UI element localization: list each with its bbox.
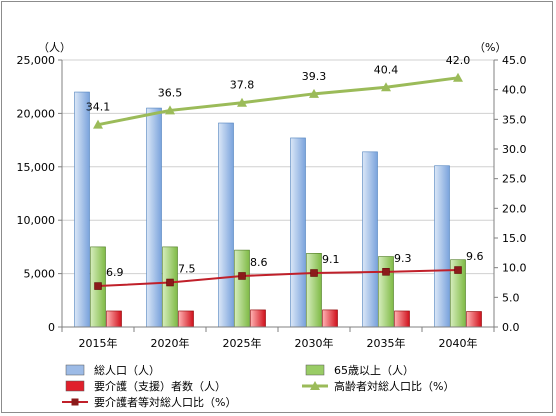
legend-item: 要介護者等対総人口比（%）	[62, 394, 236, 410]
right-tick-label: 20.0	[502, 202, 527, 215]
right-tick-label: 5.0	[502, 291, 520, 304]
legend-label: 高齢者対総人口比（%）	[334, 380, 455, 393]
elderly-ratio-data-label: 37.8	[230, 79, 255, 92]
care-ratio-marker	[94, 282, 102, 290]
x-tick-label: 2025年	[223, 336, 262, 350]
bar-age-65-plus	[306, 253, 322, 328]
bar-age-65-plus	[378, 256, 394, 328]
bar-total-population	[434, 165, 450, 328]
axes-layer: 0 5,000 10,000 15,000 20,000 25,000 0.0 5.0 10.0…	[17, 54, 527, 350]
bar-total-population	[290, 137, 306, 328]
legend-label: 65歳以上（人）	[334, 364, 414, 377]
bar-age-65-plus	[234, 249, 250, 328]
care-ratio-marker	[382, 268, 390, 276]
left-axis-unit-label: （人）	[38, 41, 71, 54]
bar-care-recipients	[394, 310, 410, 328]
right-tick-label: 10.0	[502, 262, 527, 275]
x-tick-label: 2040年	[439, 336, 478, 350]
care-ratio-data-label: 7.5	[178, 263, 196, 276]
legend-swatch	[305, 364, 325, 376]
labels-layer: 34.1 36.5 37.8 39.3 40.4 42.0 6.9 7.5 8.6 9.1 9.3 9…	[86, 54, 484, 279]
elderly-ratio-data-label: 34.1	[86, 101, 111, 114]
x-tick-label: 2015年	[79, 336, 118, 350]
elderly-ratio-data-label: 39.3	[302, 70, 327, 83]
elderly-ratio-marker	[93, 119, 103, 129]
x-tick-label: 2030年	[295, 336, 334, 350]
legend-swatch	[62, 398, 88, 406]
legend-swatch	[65, 380, 85, 392]
right-tick-label: 0.0	[502, 321, 520, 334]
care-ratio-marker	[238, 272, 246, 280]
elderly-ratio-marker	[309, 88, 319, 98]
care-ratio-marker	[166, 278, 174, 287]
grid-layer	[62, 59, 494, 328]
right-tick-label: 15.0	[502, 232, 527, 245]
right-tick-label: 45.0	[502, 54, 527, 67]
bar-total-population	[218, 122, 234, 328]
care-ratio-data-label: 6.9	[106, 266, 124, 279]
care-ratio-data-label: 8.6	[250, 256, 268, 269]
care-ratio-marker	[454, 266, 462, 274]
care-ratio-data-label: 9.6	[466, 250, 484, 263]
legend: 総人口（人） 65歳以上（人） 要介護（支援）者数（人） 高齢者対総人口比（%） 要介護…	[62, 362, 542, 410]
elderly-ratio-marker	[381, 82, 391, 92]
lines-layer	[93, 72, 463, 290]
left-tick-label: 5,000	[24, 268, 56, 281]
bar-care-recipients	[178, 310, 194, 328]
care-ratio-line	[97, 269, 459, 288]
right-tick-label: 30.0	[502, 143, 527, 156]
care-ratio-marker	[310, 269, 318, 277]
bar-total-population	[146, 107, 162, 328]
left-tick-label: 0	[48, 321, 55, 334]
left-tick-label: 15,000	[17, 161, 56, 174]
legend-label: 要介護（支援）者数（人）	[94, 380, 226, 393]
bar-care-recipients	[250, 309, 266, 328]
left-tick-label: 25,000	[17, 54, 56, 67]
legend-item: 総人口（人）	[62, 362, 160, 378]
elderly-ratio-data-label: 36.5	[158, 86, 183, 99]
bar-total-population	[74, 91, 90, 328]
left-tick-label: 10,000	[17, 214, 56, 227]
x-tick-label: 2020年	[151, 336, 190, 350]
elderly-ratio-marker	[165, 105, 175, 115]
legend-swatch	[302, 381, 328, 390]
elderly-ratio-data-label: 42.0	[446, 54, 471, 67]
legend-item: 高齢者対総人口比（%）	[302, 378, 454, 394]
right-tick-label: 35.0	[502, 113, 527, 126]
left-tick-label: 20,000	[17, 107, 56, 120]
right-tick-label: 40.0	[502, 84, 527, 97]
elderly-ratio-marker	[237, 97, 247, 107]
bar-care-recipients	[106, 310, 122, 328]
right-tick-label: 25.0	[502, 173, 527, 186]
bar-care-recipients	[466, 311, 482, 328]
bars-layer	[74, 91, 482, 328]
legend-label: 総人口（人）	[94, 364, 160, 377]
x-tick-label: 2035年	[367, 336, 406, 350]
bar-age-65-plus	[162, 246, 178, 328]
legend-item: 65歳以上（人）	[302, 362, 414, 378]
elderly-ratio-data-label: 40.4	[374, 63, 399, 76]
elderly-ratio-marker	[453, 72, 463, 82]
legend-item: 要介護（支援）者数（人）	[62, 378, 226, 394]
legend-label: 要介護者等対総人口比（%）	[94, 396, 237, 409]
bar-care-recipients	[322, 309, 338, 328]
elderly-ratio-line	[97, 76, 459, 127]
bar-total-population	[362, 151, 378, 328]
care-ratio-data-label: 9.3	[394, 252, 412, 265]
right-axis-unit-label: （%）	[474, 41, 506, 54]
legend-swatch	[65, 364, 85, 376]
care-ratio-data-label: 9.1	[322, 253, 340, 266]
